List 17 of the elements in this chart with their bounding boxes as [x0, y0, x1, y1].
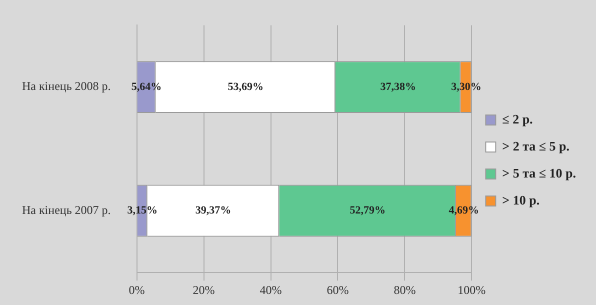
x-tick-label: 80%: [394, 282, 416, 297]
y-tick-label: На кінець 2007 р.: [22, 202, 111, 217]
data-label: 37,38%: [380, 80, 416, 93]
data-label: 39,37%: [195, 204, 232, 217]
legend-label: > 5 та ≤ 10 р.: [502, 165, 576, 180]
x-tick-label: 100%: [458, 282, 486, 297]
legend-label: > 10 р.: [502, 192, 540, 208]
data-label: 52,79%: [350, 204, 386, 217]
x-tick-label: 40%: [260, 282, 282, 297]
legend-label: ≤ 2 р.: [502, 111, 533, 126]
x-tick-label: 20%: [192, 282, 215, 297]
data-label: 53,69%: [228, 80, 264, 93]
x-tick-label: 60%: [326, 282, 349, 297]
data-label: 3,15%: [127, 204, 158, 217]
x-tick-label: 0%: [128, 282, 145, 297]
y-tick-label: На кінець 2008 р.: [22, 79, 111, 94]
legend-label: > 2 та ≤ 5 р.: [502, 138, 570, 154]
